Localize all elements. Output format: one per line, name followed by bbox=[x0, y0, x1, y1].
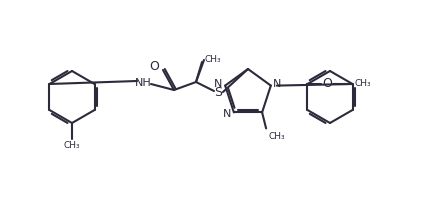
Text: N: N bbox=[222, 109, 230, 119]
Text: O: O bbox=[149, 60, 158, 73]
Text: O: O bbox=[322, 77, 332, 90]
Text: CH₃: CH₃ bbox=[63, 141, 80, 150]
Text: NH: NH bbox=[134, 78, 151, 88]
Text: N: N bbox=[272, 79, 280, 89]
Text: CH₃: CH₃ bbox=[204, 55, 221, 64]
Text: S: S bbox=[213, 86, 222, 99]
Text: N: N bbox=[213, 79, 222, 89]
Text: CH₃: CH₃ bbox=[354, 79, 370, 88]
Text: CH₃: CH₃ bbox=[268, 132, 284, 141]
